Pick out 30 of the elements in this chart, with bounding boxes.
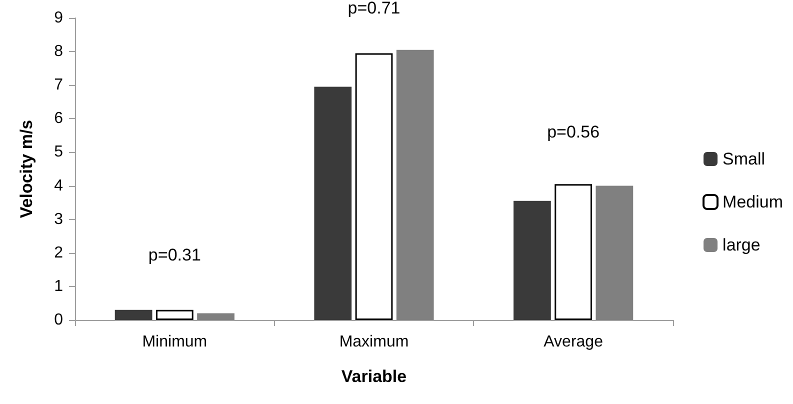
x-tick-label: Average: [544, 334, 604, 350]
x-tick-label: Maximum: [339, 334, 409, 350]
x-axis-title: Variable: [341, 367, 407, 386]
y-tick-label: 8: [54, 43, 64, 60]
y-tick-label: 9: [54, 10, 64, 26]
bar: [355, 53, 393, 320]
y-tick-label: 5: [54, 144, 64, 161]
bar: [114, 310, 152, 320]
annotation: p=0.31: [148, 245, 201, 264]
y-axis-title: Velocity m/s: [17, 120, 36, 218]
y-tick-label: 0: [54, 312, 64, 328]
bar: [554, 184, 592, 320]
text: p=0.71: [348, 0, 400, 18]
bar: [514, 200, 551, 320]
y-tick-label: 3: [54, 210, 64, 228]
y-tick-label: 2: [54, 244, 64, 262]
bar: [156, 310, 194, 320]
bar: [314, 86, 352, 320]
y-tick-label: 6: [54, 110, 64, 128]
bar: [197, 313, 234, 320]
x-tick-label: Minimum: [142, 334, 208, 350]
legend-label: Small: [722, 150, 766, 168]
y-tick-label: 1: [54, 278, 64, 295]
bar: [596, 186, 634, 320]
y-tick-label: 4: [54, 177, 64, 194]
y-tick-label: 7: [54, 76, 64, 94]
legend-label: Medium: [722, 192, 784, 212]
bar: [396, 50, 434, 320]
legend-label: large: [722, 236, 760, 254]
annotation: p=0.56: [547, 122, 600, 142]
